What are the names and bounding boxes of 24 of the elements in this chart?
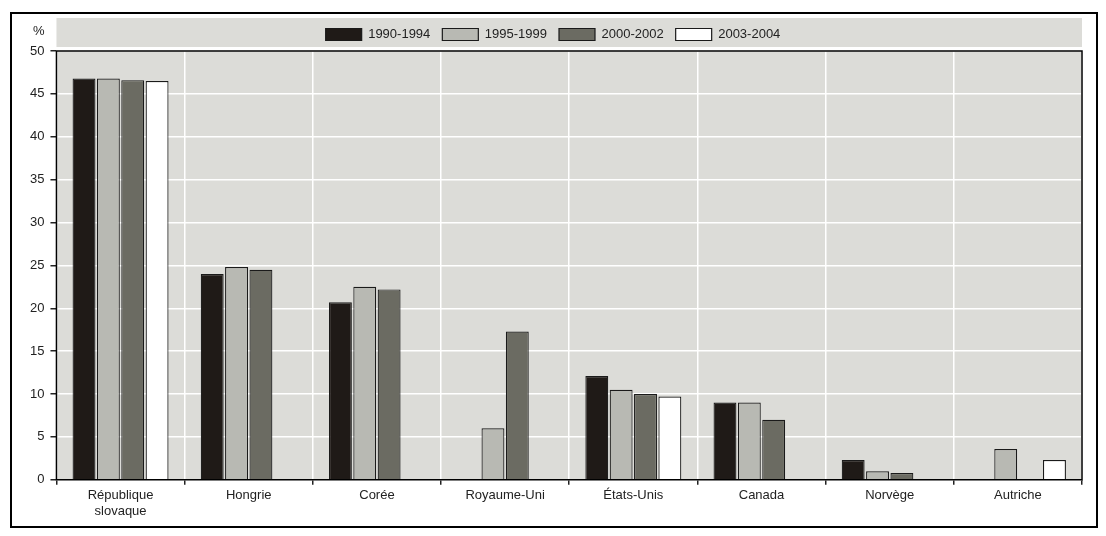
y-tick-label: 15 xyxy=(29,342,45,358)
y-tick-label: 25 xyxy=(29,256,45,272)
x-tick-label: Canada xyxy=(738,487,786,503)
y-tick-label: 20 xyxy=(29,299,45,315)
y-tick-label: 35 xyxy=(29,171,45,187)
legend-label: 1990-1994 xyxy=(368,26,431,42)
y-tick-label: 40 xyxy=(29,128,45,144)
y-tick-label: 10 xyxy=(29,385,45,401)
y-tick-label: 30 xyxy=(29,214,45,230)
x-tick-label: Royaume-Uni xyxy=(465,487,545,503)
x-tick-label: États-Unis xyxy=(603,487,664,503)
legend-label: 2003-2004 xyxy=(718,26,781,42)
y-tick-label: 5 xyxy=(37,428,45,444)
x-tick-label: République slovaque xyxy=(87,487,154,518)
x-tick-label: Corée xyxy=(359,487,395,503)
legend-label: 2000-2002 xyxy=(601,26,664,42)
x-tick-label: Autriche xyxy=(994,487,1042,503)
y-axis-title: % xyxy=(32,23,45,39)
x-tick-label: Hongrie xyxy=(225,487,272,503)
y-tick-label: 0 xyxy=(37,471,45,487)
y-tick-label: 45 xyxy=(29,85,45,101)
x-tick-label: Norvège xyxy=(865,487,915,503)
y-tick-label: 50 xyxy=(29,42,45,58)
legend-label: 1995-1999 xyxy=(484,26,547,42)
